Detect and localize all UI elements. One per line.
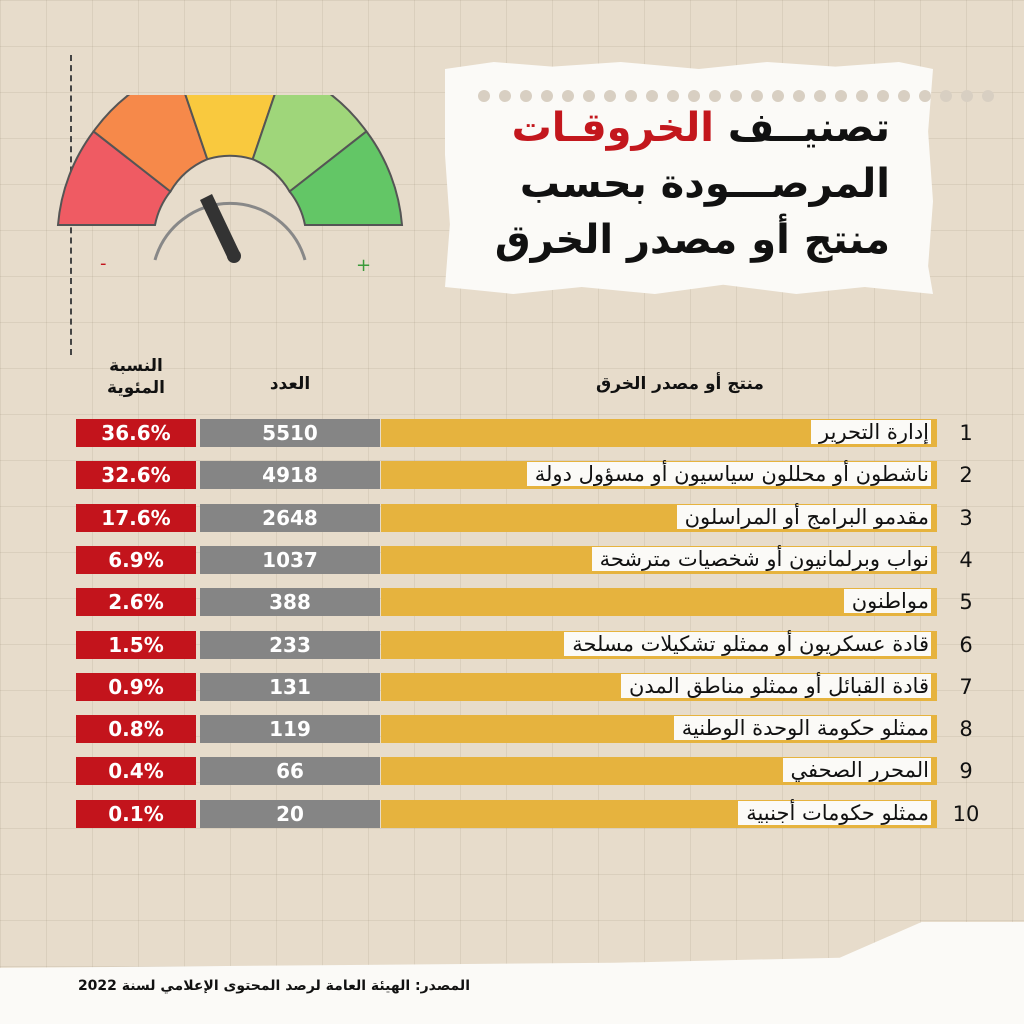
table-row: 17.6% 2648 مقدمو البرامج أو المراسلون 3 [76, 504, 986, 532]
title-line3: منتج أو مصدر الخرق [494, 217, 890, 263]
header-percent: النسبة المئوية [107, 356, 165, 398]
source-label-text: المحرر الصحفي [782, 758, 931, 782]
source-label: المحرر الصحفي [381, 755, 931, 785]
rank-number: 8 [959, 717, 973, 741]
count-cell: 131 [200, 673, 380, 701]
page-title: تصنيــف الخروقـات المرصـــودة بحسب منتج … [460, 100, 890, 268]
gauge-segments [56, 95, 404, 226]
table-row: 36.6% 5510 إدارة التحرير 1 [76, 419, 986, 447]
rank-number: 3 [959, 506, 973, 530]
count-cell: 1037 [200, 546, 380, 574]
source-label: ناشطون أو محللون سياسيون أو مسؤول دولة [381, 459, 931, 489]
count-cell: 119 [200, 715, 380, 743]
paper-holes [478, 90, 994, 102]
rank-number: 2 [959, 463, 973, 487]
source-label-text: نواب وبرلمانيون أو شخصيات مترشحة [591, 547, 931, 571]
gauge-inner-arc [153, 201, 307, 261]
rank-number: 10 [952, 802, 980, 826]
source-label: مواطنون [381, 586, 931, 616]
gauge-segment-yellow [184, 95, 276, 161]
header-source: منتج أو مصدر الخرق [596, 374, 764, 394]
source-label: مقدمو البرامج أو المراسلون [381, 502, 931, 532]
title-part1: تصنيــف [727, 105, 890, 151]
table-row: 0.1% 20 ممثلو حكومات أجنبية 10 [76, 800, 986, 828]
percent-cell: 0.9% [76, 673, 196, 701]
source-label-text: مقدمو البرامج أو المراسلون [676, 505, 931, 529]
rank-number: 5 [959, 590, 973, 614]
count-cell: 4918 [200, 461, 380, 489]
table-row: 32.6% 4918 ناشطون أو محللون سياسيون أو مسؤ… [76, 461, 986, 489]
source-label: ممثلو حكومة الوحدة الوطنية [381, 713, 931, 743]
count-cell: 66 [200, 757, 380, 785]
source-label-text: ناشطون أو محللون سياسيون أو مسؤول دولة [526, 462, 931, 486]
count-cell: 20 [200, 800, 380, 828]
percent-cell: 1.5% [76, 631, 196, 659]
gauge-minus-label: - [100, 253, 107, 274]
table-row: 1.5% 233 قادة عسكريون أو ممثلو تشكيلات مسل… [76, 631, 986, 659]
percent-cell: 0.4% [76, 757, 196, 785]
percent-cell: 0.1% [76, 800, 196, 828]
source-label: إدارة التحرير [381, 417, 931, 447]
percent-cell: 36.6% [76, 419, 196, 447]
footer-band [0, 922, 1024, 1024]
source-label: قادة عسكريون أو ممثلو تشكيلات مسلحة [381, 629, 931, 659]
source-label-text: ممثلو حكومات أجنبية [738, 801, 931, 825]
table-row: 6.9% 1037 نواب وبرلمانيون أو شخصيات مترشحة… [76, 546, 986, 574]
source-label-text: قادة عسكريون أو ممثلو تشكيلات مسلحة [564, 632, 931, 656]
rank-number: 4 [959, 548, 973, 572]
title-highlight: الخروقـات [511, 105, 714, 151]
table-row: 0.9% 131 قادة القبائل أو ممثلو مناطق المدن… [76, 673, 986, 701]
percent-cell: 2.6% [76, 588, 196, 616]
count-cell: 5510 [200, 419, 380, 447]
percent-cell: 32.6% [76, 461, 196, 489]
count-cell: 233 [200, 631, 380, 659]
source-label-text: إدارة التحرير [811, 420, 931, 444]
count-cell: 388 [200, 588, 380, 616]
source-label: ممثلو حكومات أجنبية [381, 798, 931, 828]
table-row: 0.4% 66 المحرر الصحفي 9 [76, 757, 986, 785]
rank-number: 1 [959, 421, 973, 445]
gauge-needle-hub [227, 249, 241, 263]
gauge-segment-green [288, 129, 404, 226]
source-note: المصدر: الهيئة العامة لرصد المحتوى الإعل… [77, 978, 470, 994]
percent-cell: 17.6% [76, 504, 196, 532]
source-label-text: قادة القبائل أو ممثلو مناطق المدن [620, 674, 931, 698]
percent-cell: 0.8% [76, 715, 196, 743]
gauge-needle [200, 194, 240, 259]
table-row: 2.6% 388 مواطنون 5 [76, 588, 986, 616]
rank-number: 7 [959, 675, 973, 699]
title-line2: المرصـــودة بحسب [519, 161, 890, 207]
source-label: نواب وبرلمانيون أو شخصيات مترشحة [381, 544, 931, 574]
gauge-segment-orange [92, 95, 209, 193]
rank-number: 6 [959, 633, 973, 657]
percent-cell: 6.9% [76, 546, 196, 574]
header-count: العدد [269, 374, 311, 394]
gauge: - + [56, 95, 404, 276]
source-label: قادة القبائل أو ممثلو مناطق المدن [381, 671, 931, 701]
table-row: 0.8% 119 ممثلو حكومة الوحدة الوطنية 8 [76, 715, 986, 743]
gauge-plus-label: + [356, 255, 371, 276]
source-label-text: مواطنون [843, 589, 931, 613]
rank-number: 9 [959, 759, 973, 783]
source-label-text: ممثلو حكومة الوحدة الوطنية [673, 716, 931, 740]
count-cell: 2648 [200, 504, 380, 532]
